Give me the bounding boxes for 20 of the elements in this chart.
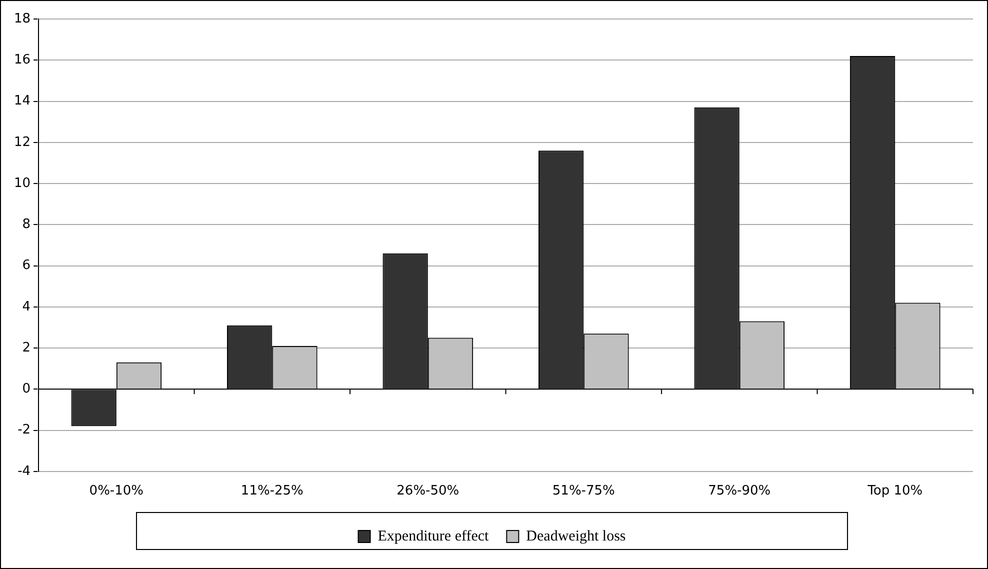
legend-label: Deadweight loss xyxy=(526,528,626,544)
y-tick-label: 16 xyxy=(14,52,31,68)
y-tick-label: 4 xyxy=(22,299,31,314)
y-tick-label: 8 xyxy=(22,217,31,232)
y-tick-label: 6 xyxy=(22,258,31,274)
x-tick-label: 11%-25% xyxy=(240,484,304,499)
y-tick-label: 0 xyxy=(22,382,31,397)
legend-label: Expenditure effect xyxy=(378,528,490,544)
x-tick-label: 0%-10% xyxy=(89,484,144,499)
y-tick-label: 10 xyxy=(14,176,31,191)
x-tick-label: Top 10% xyxy=(866,484,923,499)
y-tick-label: 14 xyxy=(14,94,31,109)
x-tick-label: 51%-75% xyxy=(552,484,615,499)
y-tick-label: 2 xyxy=(22,340,31,356)
y-tick-label: -2 xyxy=(18,422,31,438)
y-tick-label: -4 xyxy=(18,464,31,479)
x-tick-label: 75%-90% xyxy=(708,484,771,499)
y-tick-label: 12 xyxy=(14,134,31,150)
x-tick-label: 26%-50% xyxy=(396,484,460,499)
y-tick-label: 18 xyxy=(14,11,31,26)
